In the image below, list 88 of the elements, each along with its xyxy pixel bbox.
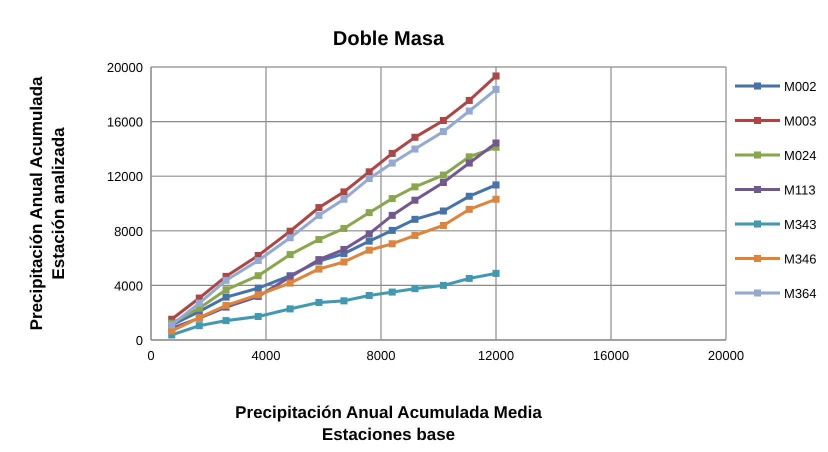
- point: [466, 274, 473, 282]
- point: [340, 188, 348, 196]
- point: [222, 317, 230, 324]
- point: [315, 236, 322, 244]
- point: [366, 238, 373, 245]
- point: [366, 292, 373, 299]
- point: [388, 212, 396, 219]
- x-tick-label: 4000: [252, 348, 280, 363]
- legend-label: M024: [784, 148, 817, 163]
- point: [286, 234, 294, 242]
- y-axis-title: Precipitación Anual Acumulada Estación analizada: [27, 76, 68, 330]
- point: [440, 128, 447, 136]
- point: [411, 196, 418, 204]
- point: [196, 322, 203, 330]
- point: [254, 284, 262, 292]
- point: [440, 222, 447, 229]
- legend-label: M343: [784, 217, 817, 232]
- point: [286, 305, 294, 312]
- x-tick-label: 8000: [366, 348, 396, 363]
- y-tick-label: 16000: [106, 114, 143, 130]
- point: [222, 286, 230, 294]
- point: [254, 257, 262, 264]
- point: [388, 240, 396, 248]
- legend-label: M346: [784, 252, 817, 266]
- point: [411, 134, 418, 141]
- point: [366, 246, 373, 254]
- point: [366, 209, 373, 216]
- x-tick-label: 16000: [592, 348, 630, 363]
- point: [286, 228, 294, 235]
- point: [222, 276, 230, 284]
- point: [440, 178, 447, 186]
- point: [315, 298, 322, 306]
- y-tick-label: 0: [136, 333, 143, 348]
- point: [340, 246, 348, 253]
- point: [440, 282, 447, 289]
- point: [492, 270, 500, 277]
- x-tick-label: 20000: [708, 348, 744, 363]
- point: [254, 272, 262, 280]
- point: [466, 160, 473, 167]
- point: [366, 168, 373, 176]
- point: [466, 206, 473, 213]
- point: [222, 294, 230, 301]
- legend-label: M364: [784, 286, 817, 301]
- point: [411, 146, 418, 153]
- y-tick-label: 12000: [106, 169, 143, 184]
- x-axis-title: Precipitación Anual Acumulada Media Estaciones base: [235, 403, 542, 444]
- point: [411, 183, 418, 190]
- point: [366, 230, 373, 238]
- point: [388, 150, 396, 157]
- point: [411, 285, 418, 292]
- point: [466, 96, 473, 104]
- point: [466, 108, 473, 115]
- legend-label: M113: [784, 182, 816, 198]
- point: [388, 195, 396, 202]
- point: [286, 251, 294, 258]
- point: [196, 300, 203, 307]
- point: [440, 117, 447, 124]
- y-tick-label: 20000: [106, 60, 143, 75]
- point: [340, 224, 348, 232]
- point: [388, 288, 396, 296]
- point: [315, 204, 322, 212]
- point: [411, 232, 418, 239]
- legend-label: M003: [784, 114, 817, 128]
- point: [340, 196, 348, 203]
- point: [440, 208, 447, 215]
- point: [492, 196, 500, 203]
- x-tick-label: 12000: [478, 348, 514, 363]
- point: [411, 216, 418, 223]
- point: [492, 86, 500, 93]
- point: [492, 140, 500, 147]
- legend-label: M002: [784, 79, 817, 94]
- point: [286, 280, 294, 287]
- chart-title: Doble Masa: [332, 28, 445, 50]
- point: [340, 258, 348, 266]
- point: [388, 226, 396, 234]
- point: [340, 297, 348, 304]
- y-tick-label: 8000: [114, 224, 143, 239]
- point: [315, 212, 322, 219]
- point: [388, 160, 396, 167]
- point: [492, 72, 500, 80]
- point: [366, 175, 373, 182]
- x-tick-label: 0: [147, 348, 155, 363]
- y-tick-label: 4000: [114, 278, 143, 294]
- point: [466, 192, 473, 200]
- point: [440, 172, 447, 179]
- point: [254, 313, 262, 320]
- point: [315, 266, 322, 273]
- point: [492, 181, 500, 188]
